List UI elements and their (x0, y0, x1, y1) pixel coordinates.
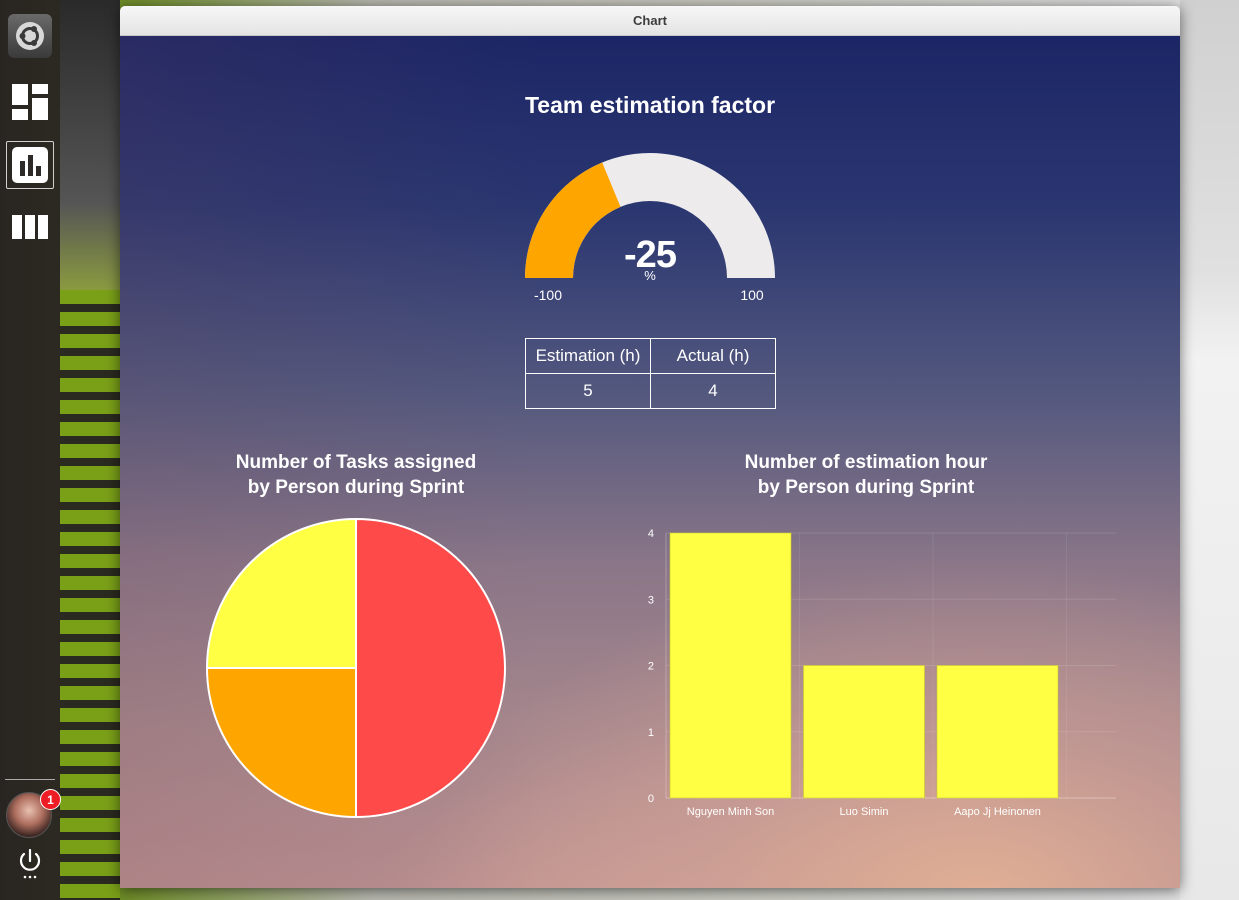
window-content: Team estimation factor -25 % -100 100 Es… (120, 36, 1180, 888)
launcher-separator (5, 779, 55, 780)
gauge-min-label: -100 (533, 287, 563, 303)
background-wall (1180, 0, 1239, 900)
pie-title-line2: by Person during Sprint (247, 477, 465, 498)
columns-icon[interactable] (6, 203, 54, 251)
bar-title-line2: by Person during Sprint (757, 477, 975, 498)
bar-x-tick-label: Luo Simin (840, 806, 889, 818)
estimation-table: Estimation (h) Actual (h) 5 4 (525, 338, 776, 409)
pie-slice-luo-simin[interactable] (205, 667, 357, 819)
dashboard-icon[interactable] (6, 78, 54, 126)
pie-slice-aapo-jj-heinonen[interactable] (205, 517, 357, 669)
launcher: 1 (0, 0, 61, 900)
pie-slice-nguyen-minh-son[interactable] (355, 517, 506, 819)
bar-x-tick-label: Nguyen Minh Son (687, 806, 774, 818)
gauge-fill (525, 162, 621, 278)
background-stairs (60, 290, 120, 900)
bar-chart: 0 1 2 3 4 Nguyen Minh Son Luo Simin Aapo Jj Hei… (648, 528, 1116, 818)
bar-y-tick-label: 3 (648, 594, 654, 606)
bar-x-tick-label: Aapo Jj Heinonen (954, 806, 1041, 818)
gauge-max-label: 100 (740, 287, 764, 303)
gauge-chart (525, 153, 775, 278)
chart-window: Chart Team estimation factor -25 % -100 … (120, 6, 1180, 888)
power-icon[interactable] (16, 848, 44, 880)
pie-chart-title: Number of Tasks assigned by Person durin… (206, 450, 506, 500)
bar-title-line1: Number of estimation hour (744, 452, 988, 473)
window-title[interactable]: Chart (120, 6, 1180, 36)
bar-luo-simin[interactable] (803, 665, 925, 799)
actual-value: 4 (650, 373, 776, 409)
bar-y-tick-label: 0 (648, 793, 654, 805)
gauge-value: -25 (624, 234, 677, 276)
gauge-title: Team estimation factor (524, 92, 776, 118)
bar-y-tick-label: 1 (648, 727, 654, 739)
pie-chart (205, 517, 506, 819)
estimation-value: 5 (525, 373, 651, 409)
bar-y-tick-label: 4 (648, 528, 654, 540)
background-ceiling (60, 0, 120, 290)
pie-title-line1: Number of Tasks assigned (235, 452, 477, 473)
bar-chart-icon[interactable] (6, 141, 54, 189)
notification-badge: 1 (40, 789, 61, 810)
bar-nguyen-minh-son[interactable] (669, 532, 792, 799)
ubuntu-logo-icon[interactable] (8, 14, 52, 58)
bar-y-tick-label: 2 (648, 661, 654, 673)
actual-header: Actual (h) (650, 338, 776, 374)
bar-chart-title: Number of estimation hour by Person duri… (716, 450, 1016, 500)
estimation-header: Estimation (h) (525, 338, 651, 374)
bar-aapo-jj-heinonen[interactable] (936, 665, 1059, 799)
gauge-unit: % (644, 268, 656, 283)
